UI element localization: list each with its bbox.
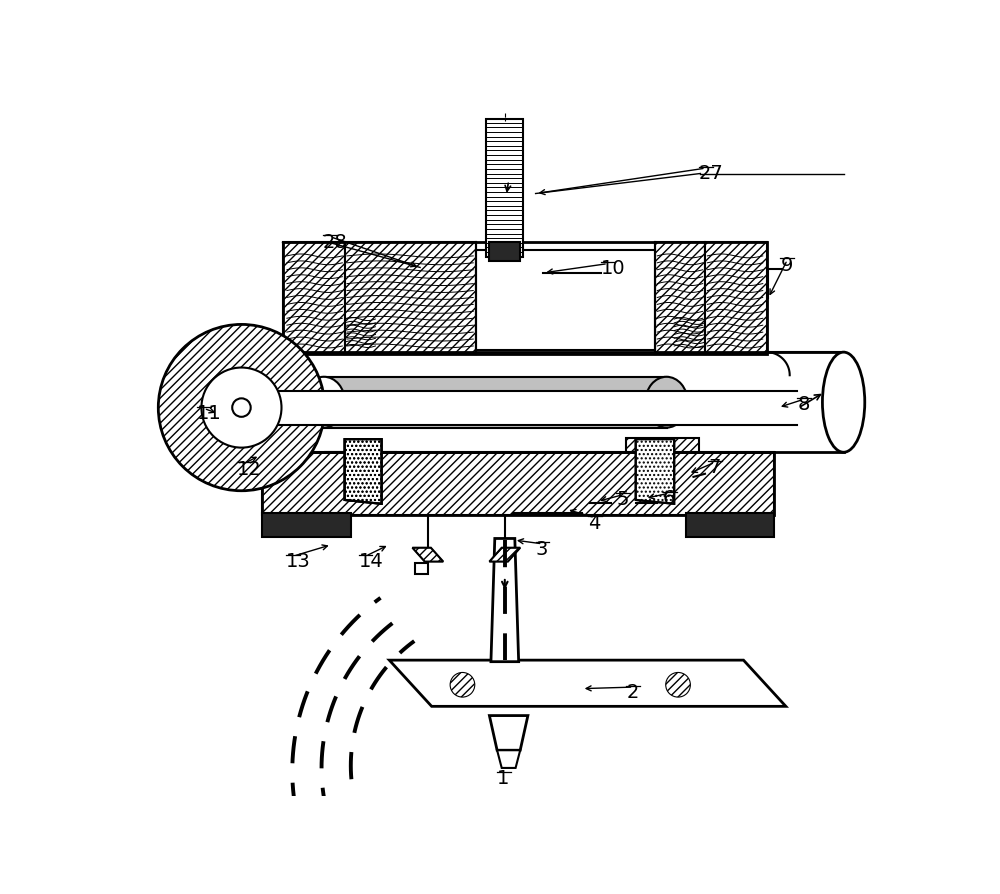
Polygon shape [686, 513, 774, 537]
Ellipse shape [822, 352, 865, 452]
Text: 8: 8 [797, 395, 810, 414]
Text: 27: 27 [699, 164, 724, 183]
Ellipse shape [303, 376, 345, 427]
Text: 2: 2 [626, 683, 639, 702]
Polygon shape [489, 548, 520, 561]
Text: 10: 10 [601, 259, 626, 278]
Text: 9: 9 [780, 256, 793, 274]
Ellipse shape [645, 376, 688, 427]
Text: 3: 3 [536, 540, 548, 559]
Polygon shape [636, 439, 674, 504]
Polygon shape [345, 242, 476, 354]
Text: 5: 5 [616, 491, 629, 510]
Polygon shape [389, 660, 786, 706]
Text: 4: 4 [588, 513, 600, 533]
Polygon shape [497, 750, 520, 768]
Polygon shape [489, 715, 528, 750]
Text: 11: 11 [197, 404, 222, 423]
Text: 13: 13 [286, 552, 311, 571]
Text: 7: 7 [708, 458, 720, 477]
Polygon shape [489, 242, 520, 261]
Polygon shape [655, 242, 705, 354]
Ellipse shape [232, 399, 251, 417]
Polygon shape [476, 249, 655, 350]
Polygon shape [324, 376, 666, 427]
Polygon shape [705, 242, 767, 354]
Polygon shape [415, 563, 428, 574]
Text: 1: 1 [497, 769, 509, 789]
Polygon shape [262, 452, 774, 515]
Polygon shape [345, 439, 382, 504]
Polygon shape [270, 391, 797, 425]
Text: 14: 14 [358, 552, 383, 571]
Text: 12: 12 [237, 460, 262, 478]
Polygon shape [626, 438, 699, 452]
Polygon shape [491, 538, 519, 662]
Polygon shape [500, 563, 512, 574]
Polygon shape [283, 242, 345, 354]
Ellipse shape [158, 325, 325, 491]
Polygon shape [412, 548, 443, 561]
Ellipse shape [201, 367, 282, 448]
Polygon shape [262, 513, 351, 537]
Text: 28: 28 [323, 232, 348, 251]
Text: 6: 6 [663, 489, 675, 508]
Polygon shape [486, 119, 523, 257]
